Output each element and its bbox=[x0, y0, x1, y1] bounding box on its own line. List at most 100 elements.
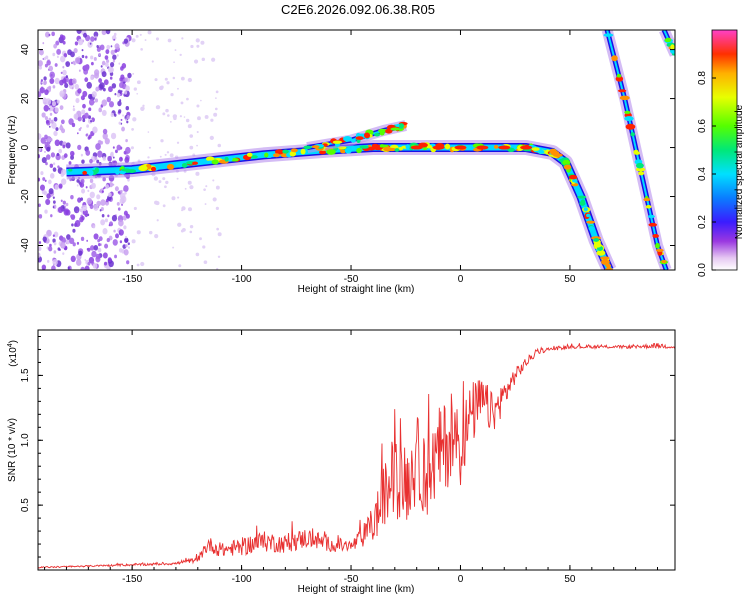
noise-blob bbox=[53, 250, 57, 254]
noise-blob bbox=[63, 153, 68, 158]
noise-blob bbox=[111, 83, 117, 89]
noise-blob bbox=[160, 139, 164, 143]
noise-blob bbox=[96, 159, 100, 164]
noise-blob bbox=[120, 195, 127, 203]
noise-blob bbox=[125, 146, 131, 154]
noise-blob bbox=[100, 207, 104, 211]
noise-blob bbox=[90, 75, 94, 81]
noise-blob bbox=[88, 134, 92, 139]
noise-blob bbox=[103, 186, 106, 189]
noise-blob bbox=[118, 109, 122, 114]
noise-blob bbox=[164, 153, 167, 156]
main-trace-blob bbox=[289, 151, 297, 157]
main-trace-blob bbox=[394, 148, 400, 152]
noise-blob bbox=[52, 167, 57, 172]
noise-blob bbox=[53, 130, 58, 137]
noise-blob bbox=[60, 119, 65, 125]
noise-blob bbox=[120, 189, 123, 193]
right-trace-blob bbox=[611, 55, 618, 62]
right-trace-blob bbox=[630, 132, 635, 137]
noise-blob bbox=[76, 179, 80, 183]
y-tick-label: 0.5 bbox=[20, 498, 31, 512]
noise-blob bbox=[52, 234, 55, 237]
noise-blob bbox=[73, 48, 78, 54]
noise-blob bbox=[40, 79, 43, 82]
upper-branch-blob bbox=[399, 123, 404, 129]
noise-blob bbox=[164, 77, 168, 81]
noise-blob bbox=[113, 38, 115, 41]
y-tick-label: 1.5 bbox=[20, 368, 31, 382]
noise-blob bbox=[70, 51, 75, 58]
noise-blob bbox=[89, 42, 92, 45]
upper-branch-blob bbox=[390, 127, 401, 131]
noise-blob bbox=[140, 261, 145, 267]
noise-blob bbox=[38, 60, 43, 67]
noise-blob bbox=[130, 146, 134, 150]
noise-blob bbox=[81, 54, 85, 59]
noise-blob bbox=[112, 183, 115, 186]
noise-blob bbox=[77, 88, 82, 94]
noise-blob bbox=[214, 107, 218, 111]
noise-blob bbox=[147, 156, 150, 159]
far-right-trace-blob bbox=[664, 37, 672, 43]
noise-blob bbox=[195, 171, 200, 176]
noise-blob bbox=[62, 69, 67, 76]
main-trace-blob bbox=[579, 200, 586, 206]
noise-blob bbox=[62, 252, 65, 256]
noise-blob bbox=[53, 117, 58, 122]
noise-blob bbox=[86, 197, 93, 205]
x-tick-label: 50 bbox=[564, 574, 576, 585]
noise-blob bbox=[56, 99, 60, 104]
noise-blob bbox=[217, 232, 222, 237]
noise-blob bbox=[123, 210, 128, 216]
main-trace-blob bbox=[538, 149, 545, 155]
noise-blob bbox=[215, 185, 220, 190]
noise-blob bbox=[124, 77, 128, 82]
noise-blob bbox=[153, 176, 159, 181]
snr-frame bbox=[37, 329, 676, 571]
noise-blob bbox=[65, 61, 71, 67]
noise-blob bbox=[71, 87, 74, 90]
noise-blob bbox=[56, 152, 60, 157]
noise-blob bbox=[49, 107, 52, 111]
noise-blob bbox=[177, 196, 180, 199]
main-trace-blob bbox=[340, 149, 346, 154]
noise-blob bbox=[60, 124, 63, 127]
right-trace-blob bbox=[635, 167, 646, 172]
hot-spot bbox=[432, 145, 445, 150]
noise-blob bbox=[76, 241, 80, 245]
noise-blob bbox=[189, 145, 194, 150]
noise-blob bbox=[148, 146, 151, 149]
noise-blob bbox=[212, 197, 217, 202]
noise-blob bbox=[94, 98, 99, 103]
noise-blob bbox=[126, 115, 130, 120]
main-trace-blob bbox=[600, 256, 610, 260]
hot-spot bbox=[498, 145, 511, 150]
noise-blob bbox=[63, 209, 69, 216]
noise-blob bbox=[62, 65, 65, 69]
noise-blob bbox=[43, 76, 47, 81]
hot-spot bbox=[410, 145, 423, 150]
noise-blob bbox=[108, 101, 115, 108]
main-trace-blob bbox=[596, 250, 606, 256]
right-trace-blob bbox=[616, 73, 622, 78]
noise-blob bbox=[197, 116, 201, 121]
noise-blob bbox=[118, 121, 121, 125]
spectrogram-x-label: Height of straight line (km) bbox=[298, 284, 415, 295]
main-trace-blob bbox=[290, 148, 298, 153]
noise-blob bbox=[101, 214, 105, 218]
noise-blob bbox=[48, 188, 54, 195]
noise-blob bbox=[53, 200, 56, 204]
noise-blob bbox=[53, 43, 58, 49]
noise-blob bbox=[114, 186, 119, 192]
right-trace-blob bbox=[624, 116, 634, 122]
noise-blob bbox=[201, 57, 206, 62]
noise-blob bbox=[92, 263, 98, 269]
noise-blob bbox=[73, 62, 76, 66]
noise-blob bbox=[123, 185, 129, 192]
noise-blob bbox=[70, 255, 76, 263]
noise-blob bbox=[193, 59, 199, 64]
noise-blob bbox=[118, 219, 124, 227]
noise-blob bbox=[77, 38, 84, 46]
noise-blob bbox=[94, 72, 99, 79]
